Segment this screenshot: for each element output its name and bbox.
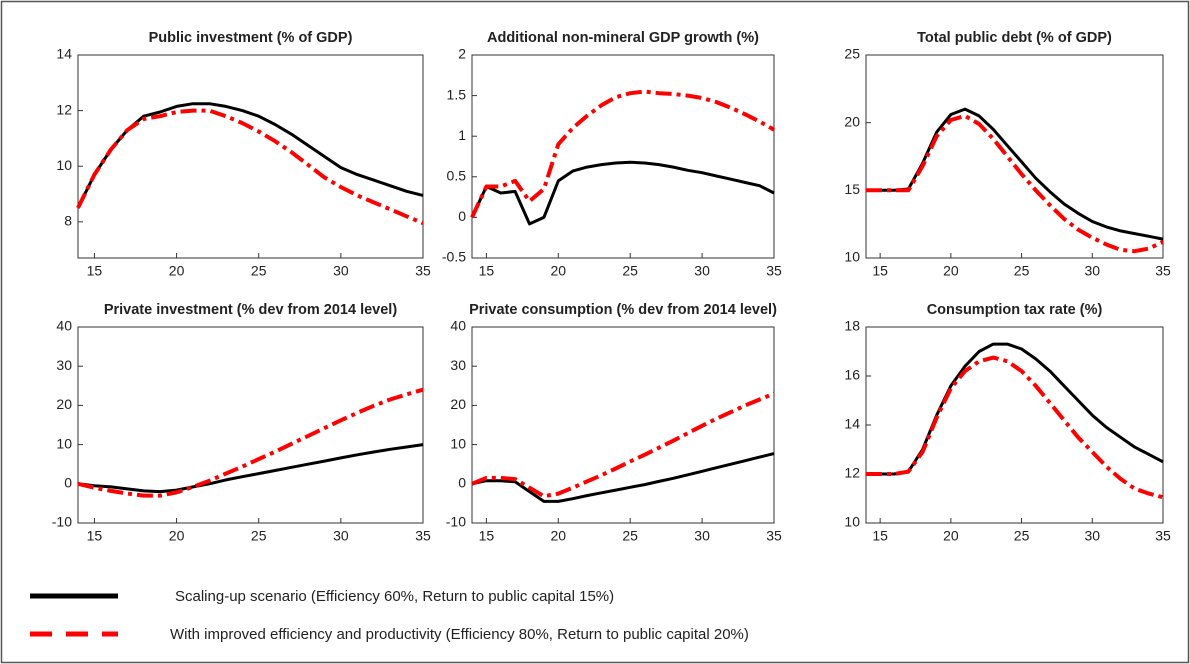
x-tick-label: 30 xyxy=(333,263,349,279)
x-tick-label: 25 xyxy=(251,263,267,279)
series-line xyxy=(866,113,1164,254)
x-tick-label: 15 xyxy=(872,528,888,544)
chart-title: Consumption tax rate (%) xyxy=(927,302,1103,318)
x-tick-label: 35 xyxy=(415,263,431,279)
x-tick-label: 20 xyxy=(169,528,185,544)
x-tick-label: 30 xyxy=(694,528,710,544)
x-tick-label: 15 xyxy=(872,263,888,279)
x-tick-label: 25 xyxy=(251,528,267,544)
x-tick-label: 15 xyxy=(87,528,103,544)
series-line xyxy=(866,342,1164,476)
y-tick-label: 20 xyxy=(450,396,466,412)
chart-title: Private investment (% dev from 2014 leve… xyxy=(104,302,398,318)
x-tick-label: 20 xyxy=(550,263,566,279)
y-tick-label: 0 xyxy=(64,475,72,491)
y-tick-label: 0 xyxy=(458,475,466,491)
x-tick-label: 15 xyxy=(87,263,103,279)
series-line xyxy=(866,107,1164,241)
x-tick-label: 15 xyxy=(479,263,495,279)
x-tick-label: 30 xyxy=(694,263,710,279)
x-tick-label: 35 xyxy=(1155,528,1171,544)
y-tick-label: 10 xyxy=(844,249,860,265)
y-tick-label: 30 xyxy=(450,357,466,373)
y-tick-label: 12 xyxy=(56,101,72,117)
legend-label: With improved efficiency and productivit… xyxy=(170,626,749,643)
series-line xyxy=(76,108,424,226)
y-tick-label: 40 xyxy=(450,318,466,334)
series-line xyxy=(471,391,775,499)
series-line xyxy=(470,160,775,226)
chart-title: Additional non-mineral GDP growth (%) xyxy=(487,30,759,46)
y-tick-label: 40 xyxy=(56,318,72,334)
x-tick-label: 35 xyxy=(766,263,782,279)
legend-label: Scaling-up scenario (Efficiency 60%, Ret… xyxy=(175,588,614,605)
y-tick-label: 18 xyxy=(844,318,860,334)
y-tick-label: 14 xyxy=(56,46,72,62)
series-line xyxy=(470,89,775,219)
y-tick-label: -0.5 xyxy=(442,249,466,265)
x-tick-label: 25 xyxy=(1014,528,1030,544)
y-tick-label: 8 xyxy=(64,213,72,229)
y-tick-label: 16 xyxy=(844,367,860,383)
y-tick-label: -10 xyxy=(52,514,72,530)
x-tick-label: 20 xyxy=(943,528,959,544)
x-tick-label: 20 xyxy=(169,263,185,279)
x-tick-label: 20 xyxy=(943,263,959,279)
chart-title: Private consumption (% dev from 2014 lev… xyxy=(469,302,777,318)
x-tick-label: 30 xyxy=(1084,528,1100,544)
plot-area xyxy=(77,54,424,259)
series-line xyxy=(77,387,424,498)
x-tick-label: 35 xyxy=(1155,263,1171,279)
x-tick-label: 25 xyxy=(622,528,638,544)
y-tick-label: 30 xyxy=(56,357,72,373)
y-tick-label: 0.5 xyxy=(447,168,467,184)
series-line xyxy=(77,443,424,494)
y-tick-label: 10 xyxy=(844,514,860,530)
x-tick-label: 15 xyxy=(479,528,495,544)
chart-title: Total public debt (% of GDP) xyxy=(917,30,1112,46)
series-line xyxy=(471,452,775,503)
series-line xyxy=(866,355,1164,500)
x-tick-label: 30 xyxy=(333,528,349,544)
y-tick-label: 10 xyxy=(56,157,72,173)
y-tick-label: 25 xyxy=(844,46,860,62)
x-tick-label: 25 xyxy=(622,263,638,279)
y-tick-label: 1 xyxy=(458,127,466,143)
y-tick-label: -10 xyxy=(446,514,466,530)
x-tick-label: 35 xyxy=(415,528,431,544)
plot-area xyxy=(471,326,775,524)
y-tick-label: 15 xyxy=(844,181,860,197)
chart-title: Public investment (% of GDP) xyxy=(149,30,353,46)
x-tick-label: 25 xyxy=(1014,263,1030,279)
x-tick-label: 30 xyxy=(1084,263,1100,279)
y-tick-label: 14 xyxy=(844,416,860,432)
y-tick-label: 1.5 xyxy=(447,86,467,102)
plot-area xyxy=(471,54,775,259)
plot-area xyxy=(865,54,1164,259)
y-tick-label: 20 xyxy=(844,113,860,129)
y-tick-label: 10 xyxy=(56,435,72,451)
x-tick-label: 35 xyxy=(766,528,782,544)
x-tick-label: 20 xyxy=(550,528,566,544)
y-tick-label: 12 xyxy=(844,465,860,481)
y-tick-label: 0 xyxy=(458,208,466,224)
y-tick-label: 10 xyxy=(450,435,466,451)
plot-area xyxy=(77,326,424,524)
y-tick-label: 2 xyxy=(458,46,466,62)
y-tick-label: 20 xyxy=(56,396,72,412)
